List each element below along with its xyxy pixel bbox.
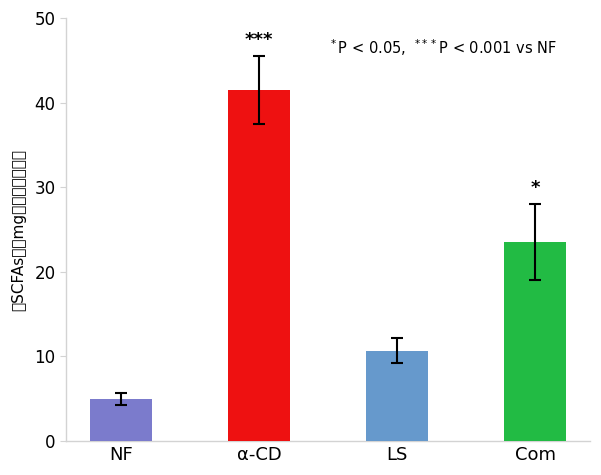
Bar: [90, 399, 152, 441]
Bar: [366, 351, 428, 441]
Text: ***: ***: [245, 31, 273, 49]
Bar: [228, 90, 290, 441]
Text: $^*$P < 0.05,  $^{***}$P < 0.001 vs NF: $^*$P < 0.05, $^{***}$P < 0.001 vs NF: [328, 37, 557, 58]
Text: *: *: [530, 180, 540, 198]
Y-axis label: 総SCFAs量（mg／盲腥内容物）: 総SCFAs量（mg／盲腥内容物）: [11, 149, 26, 311]
Bar: [504, 242, 566, 441]
